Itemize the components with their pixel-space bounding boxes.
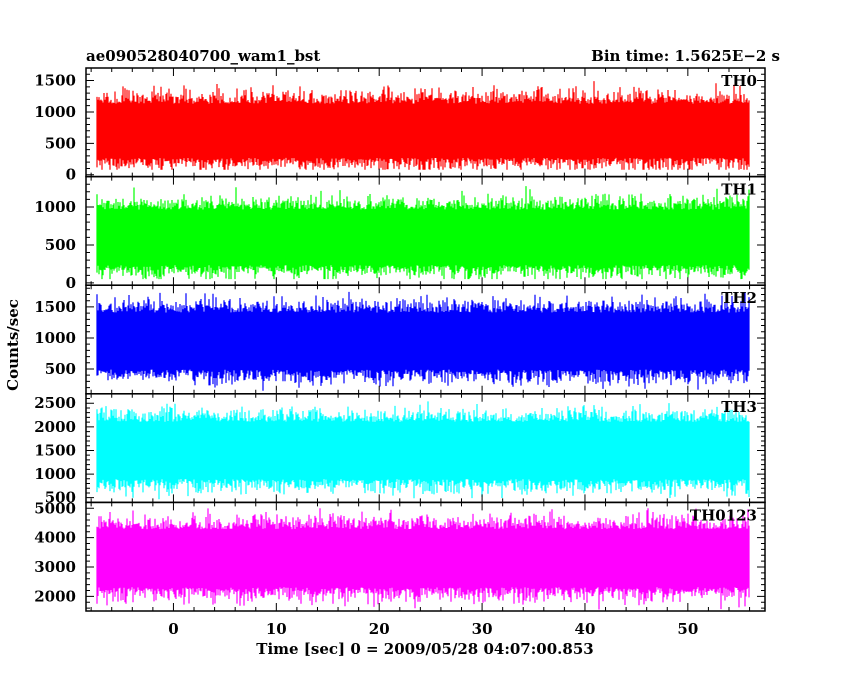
series-th2-curve bbox=[96, 291, 750, 391]
panel-th0: 0 500 1000 1500 TH0 bbox=[34, 67, 766, 184]
panel-label-th0: TH0 bbox=[721, 72, 757, 90]
panel-label-th0123: TH0123 bbox=[690, 506, 757, 524]
y-tick-label: 500 bbox=[45, 134, 76, 152]
x-tick-label: 30 bbox=[472, 620, 493, 638]
bin-time-label: Bin time: 1.5625E−2 s bbox=[591, 47, 780, 65]
panel-label-th3: TH3 bbox=[721, 398, 757, 416]
x-ticks bbox=[90, 68, 751, 177]
x-tick-label: 0 bbox=[168, 620, 178, 638]
panel-th0123: 2000 3000 4000 5000 TH0123 bbox=[34, 499, 766, 612]
x-tick-label: 40 bbox=[575, 620, 596, 638]
panel-label-th2: TH2 bbox=[721, 289, 757, 307]
x-tick-label: 50 bbox=[677, 620, 698, 638]
y-tick-label: 500 bbox=[45, 236, 76, 254]
panel-th2: 500 1000 1500 TH2 bbox=[34, 284, 766, 395]
panels-group: 0 500 1000 1500 TH0 0 500 1000 TH1 500 1000 1500 TH2… bbox=[34, 67, 766, 612]
y-tick-label: 500 bbox=[45, 360, 76, 378]
panel-th3: 500 1000 1500 2000 2500 TH3 bbox=[34, 393, 766, 507]
y-tick-label: 1500 bbox=[34, 441, 76, 459]
y-tick-label: 0 bbox=[66, 274, 76, 292]
y-tick-label: 1000 bbox=[34, 198, 76, 216]
x-tick-label: 10 bbox=[266, 620, 287, 638]
y-tick-label: 3000 bbox=[34, 558, 76, 576]
x-axis: 0 10 20 30 40 50 bbox=[168, 620, 698, 638]
series-th0-curve bbox=[96, 81, 750, 170]
panel-th1: 0 500 1000 TH1 bbox=[34, 175, 766, 292]
series-th1-curve bbox=[96, 186, 750, 280]
y-ticks bbox=[86, 176, 765, 284]
x-tick-label: 20 bbox=[369, 620, 390, 638]
y-tick-label: 2000 bbox=[34, 587, 76, 605]
x-ticks bbox=[90, 502, 751, 611]
y-tick-label: 4000 bbox=[34, 529, 76, 547]
y-tick-label: 1000 bbox=[34, 103, 76, 121]
y-tick-label: 2000 bbox=[34, 418, 76, 436]
panel-label-th1: TH1 bbox=[721, 181, 757, 199]
series-th3-curve bbox=[96, 401, 750, 500]
y-tick-label: 1500 bbox=[34, 72, 76, 90]
y-tick-label: 1500 bbox=[34, 298, 76, 316]
y-tick-label: 5000 bbox=[34, 499, 76, 517]
y-tick-label: 1000 bbox=[34, 465, 76, 483]
y-axis-title: Counts/sec bbox=[4, 299, 22, 391]
panel-frame bbox=[85, 501, 766, 612]
y-tick-label: 0 bbox=[66, 166, 76, 184]
y-tick-label: 1000 bbox=[34, 329, 76, 347]
y-ticks bbox=[86, 67, 765, 176]
y-ticks bbox=[86, 501, 765, 609]
x-ticks bbox=[90, 393, 751, 503]
x-axis-title: Time [sec] 0 = 2009/05/28 04:07:00.853 bbox=[256, 640, 593, 658]
x-ticks bbox=[90, 285, 751, 394]
x-ticks bbox=[90, 176, 751, 286]
series-th0123-curve bbox=[96, 508, 750, 610]
chart-title: ae090528040700_wam1_bst bbox=[86, 47, 320, 65]
y-tick-label: 500 bbox=[45, 489, 76, 507]
y-tick-label: 2500 bbox=[34, 394, 76, 412]
